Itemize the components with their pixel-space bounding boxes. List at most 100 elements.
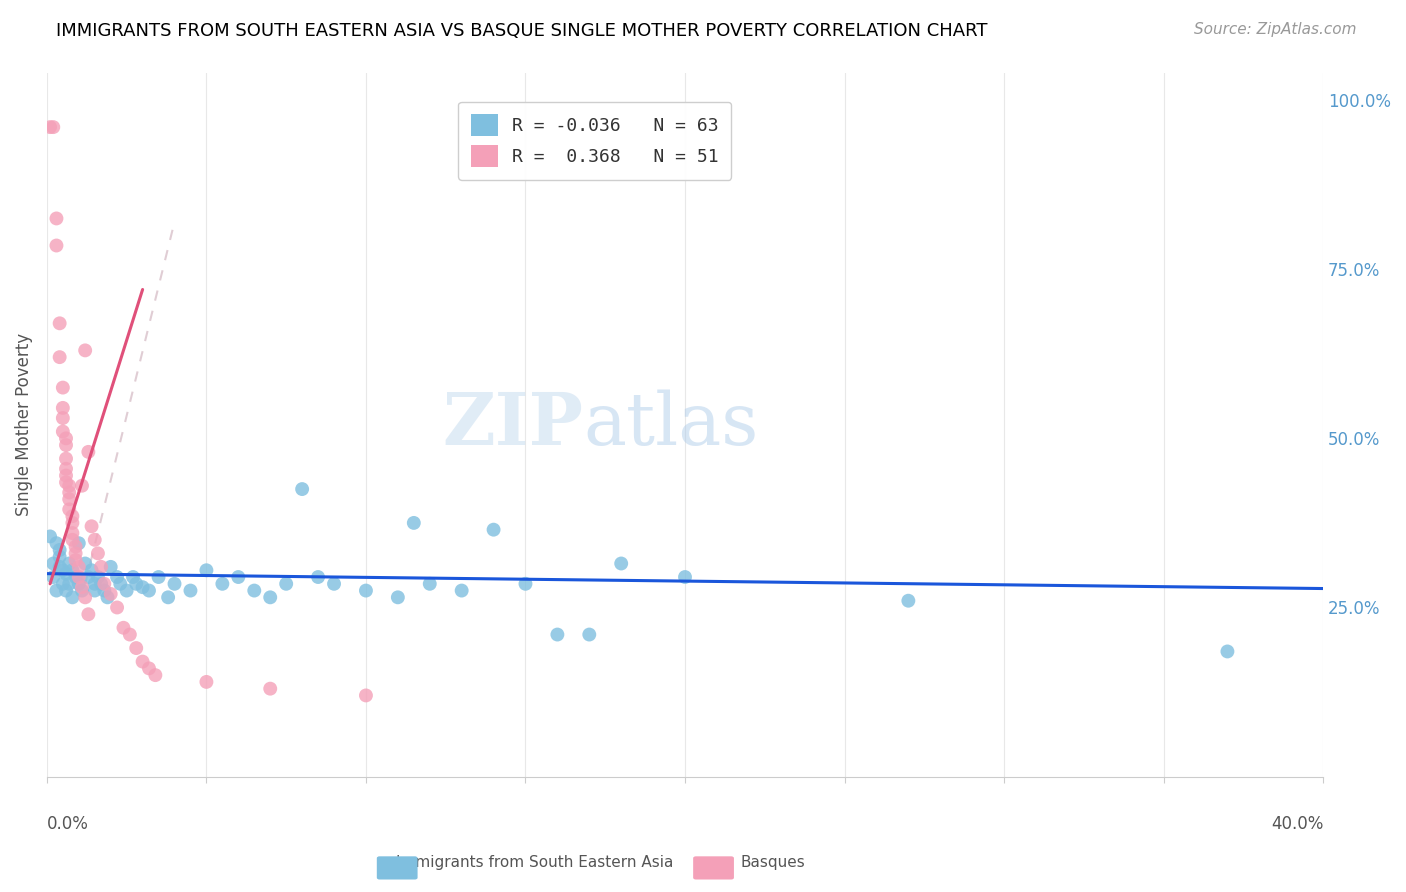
Point bbox=[52, 381, 75, 395]
Point bbox=[62, 509, 84, 524]
Point bbox=[52, 411, 75, 425]
Point bbox=[546, 627, 568, 641]
Point bbox=[75, 343, 97, 358]
Point bbox=[673, 570, 696, 584]
Point bbox=[55, 468, 77, 483]
Y-axis label: Single Mother Poverty: Single Mother Poverty bbox=[15, 334, 32, 516]
Point bbox=[77, 607, 100, 622]
Point bbox=[67, 560, 90, 574]
Point bbox=[67, 570, 90, 584]
Point bbox=[195, 563, 218, 577]
Point bbox=[42, 120, 65, 134]
Point bbox=[83, 583, 105, 598]
Point bbox=[77, 570, 100, 584]
Point bbox=[1216, 644, 1239, 658]
Point bbox=[122, 570, 145, 584]
Point bbox=[387, 591, 409, 605]
Point bbox=[42, 570, 65, 584]
Point bbox=[211, 576, 233, 591]
Point bbox=[138, 583, 160, 598]
Point bbox=[58, 576, 80, 591]
Point bbox=[55, 566, 77, 581]
Point bbox=[62, 563, 84, 577]
Point bbox=[45, 536, 67, 550]
Point bbox=[45, 211, 67, 226]
Text: Basques: Basques bbox=[741, 855, 806, 870]
Point bbox=[195, 674, 218, 689]
Text: 40.0%: 40.0% bbox=[1271, 815, 1323, 833]
Point bbox=[90, 560, 112, 574]
Point bbox=[52, 576, 75, 591]
Point bbox=[52, 563, 75, 577]
Text: Source: ZipAtlas.com: Source: ZipAtlas.com bbox=[1194, 22, 1357, 37]
Point bbox=[243, 583, 266, 598]
Point bbox=[67, 576, 90, 591]
Point bbox=[578, 627, 600, 641]
Point bbox=[87, 546, 110, 560]
Point bbox=[259, 591, 281, 605]
Point bbox=[62, 533, 84, 547]
Point bbox=[70, 479, 93, 493]
Point bbox=[610, 557, 633, 571]
Point bbox=[148, 570, 170, 584]
Point bbox=[125, 641, 148, 656]
Text: atlas: atlas bbox=[583, 390, 758, 460]
Point bbox=[112, 621, 135, 635]
Point bbox=[62, 516, 84, 530]
Point bbox=[65, 540, 87, 554]
Point bbox=[48, 316, 70, 330]
Point bbox=[163, 576, 186, 591]
Point bbox=[87, 570, 110, 584]
Point bbox=[354, 583, 377, 598]
Point bbox=[55, 431, 77, 445]
Text: Immigrants from South Eastern Asia: Immigrants from South Eastern Asia bbox=[395, 855, 673, 870]
Point bbox=[179, 583, 201, 598]
Point bbox=[291, 482, 314, 496]
Point bbox=[100, 587, 122, 601]
Point bbox=[131, 655, 153, 669]
Point bbox=[354, 689, 377, 703]
Point bbox=[55, 451, 77, 466]
Point bbox=[125, 576, 148, 591]
Point bbox=[67, 536, 90, 550]
Point bbox=[402, 516, 425, 530]
Point bbox=[157, 591, 180, 605]
Point bbox=[52, 401, 75, 415]
Text: IMMIGRANTS FROM SOUTH EASTERN ASIA VS BASQUE SINGLE MOTHER POVERTY CORRELATION C: IMMIGRANTS FROM SOUTH EASTERN ASIA VS BA… bbox=[56, 22, 988, 40]
Point bbox=[131, 580, 153, 594]
Point bbox=[55, 475, 77, 490]
Point bbox=[42, 557, 65, 571]
Point bbox=[55, 438, 77, 452]
Point bbox=[138, 661, 160, 675]
Point bbox=[515, 576, 537, 591]
Point bbox=[58, 485, 80, 500]
Point bbox=[39, 120, 62, 134]
Point bbox=[90, 576, 112, 591]
Point bbox=[75, 591, 97, 605]
Point bbox=[48, 350, 70, 364]
Point bbox=[62, 591, 84, 605]
Point bbox=[80, 519, 103, 533]
Point bbox=[897, 593, 920, 607]
Point bbox=[39, 529, 62, 543]
Point bbox=[62, 526, 84, 541]
Point bbox=[65, 553, 87, 567]
Legend: R = -0.036   N = 63, R =  0.368   N = 51: R = -0.036 N = 63, R = 0.368 N = 51 bbox=[458, 102, 731, 180]
Point bbox=[259, 681, 281, 696]
Point bbox=[45, 583, 67, 598]
Point bbox=[48, 560, 70, 574]
Point bbox=[48, 543, 70, 558]
Point bbox=[115, 583, 138, 598]
Point bbox=[48, 549, 70, 564]
Point bbox=[450, 583, 472, 598]
Point bbox=[276, 576, 298, 591]
Point bbox=[58, 492, 80, 507]
Point bbox=[58, 502, 80, 516]
Point bbox=[228, 570, 250, 584]
Point bbox=[58, 479, 80, 493]
Point bbox=[55, 583, 77, 598]
Point bbox=[110, 576, 132, 591]
Point bbox=[323, 576, 346, 591]
Point bbox=[70, 583, 93, 598]
Point bbox=[83, 533, 105, 547]
